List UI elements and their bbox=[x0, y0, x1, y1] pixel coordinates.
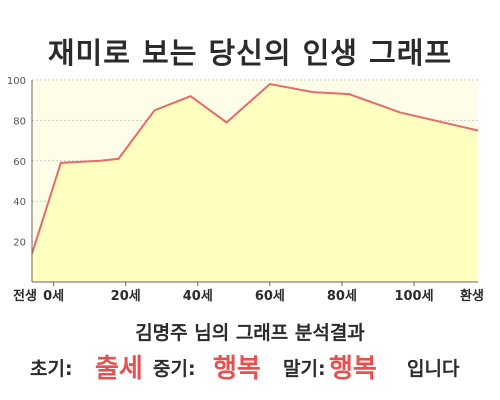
early-stage-value: 출세 bbox=[95, 354, 143, 384]
area-fill bbox=[32, 84, 478, 282]
y-tick-label: 80 bbox=[13, 116, 26, 127]
middle-stage-label: 중기: bbox=[153, 358, 196, 380]
y-tick-label: 60 bbox=[13, 157, 26, 168]
x-tick-label: 80세 bbox=[327, 289, 357, 304]
x-tick-label: 20세 bbox=[111, 289, 141, 304]
y-tick-label: 40 bbox=[13, 197, 26, 208]
x-tick-label: 전생 bbox=[13, 288, 37, 304]
analysis-status-line: 초기: 출세 중기: 행복 말기: 행복 입니다 bbox=[0, 348, 500, 384]
life-line bbox=[31, 82, 479, 255]
y-tick-label: 100 bbox=[7, 76, 26, 87]
early-stage-label: 초기: bbox=[30, 358, 73, 380]
x-tick-label: 0세 bbox=[43, 289, 64, 304]
late-stage-label: 말기: bbox=[283, 358, 326, 380]
x-tick-label: 환생 bbox=[460, 288, 484, 304]
x-tick-label: 40세 bbox=[183, 289, 213, 304]
middle-stage-value: 행복 bbox=[213, 354, 261, 384]
page-title: 재미로 보는 당신의 인생 그래프 bbox=[47, 36, 453, 70]
y-tick-label: 20 bbox=[13, 238, 26, 249]
x-tick-label: 100세 bbox=[394, 289, 433, 304]
x-tick-label: 60세 bbox=[255, 289, 285, 304]
late-stage-value: 행복 bbox=[329, 354, 377, 384]
conclusion-suffix: 입니다 bbox=[407, 358, 460, 380]
analysis-result-heading: 김명주 님의 그래프 분석결과 bbox=[135, 322, 365, 344]
